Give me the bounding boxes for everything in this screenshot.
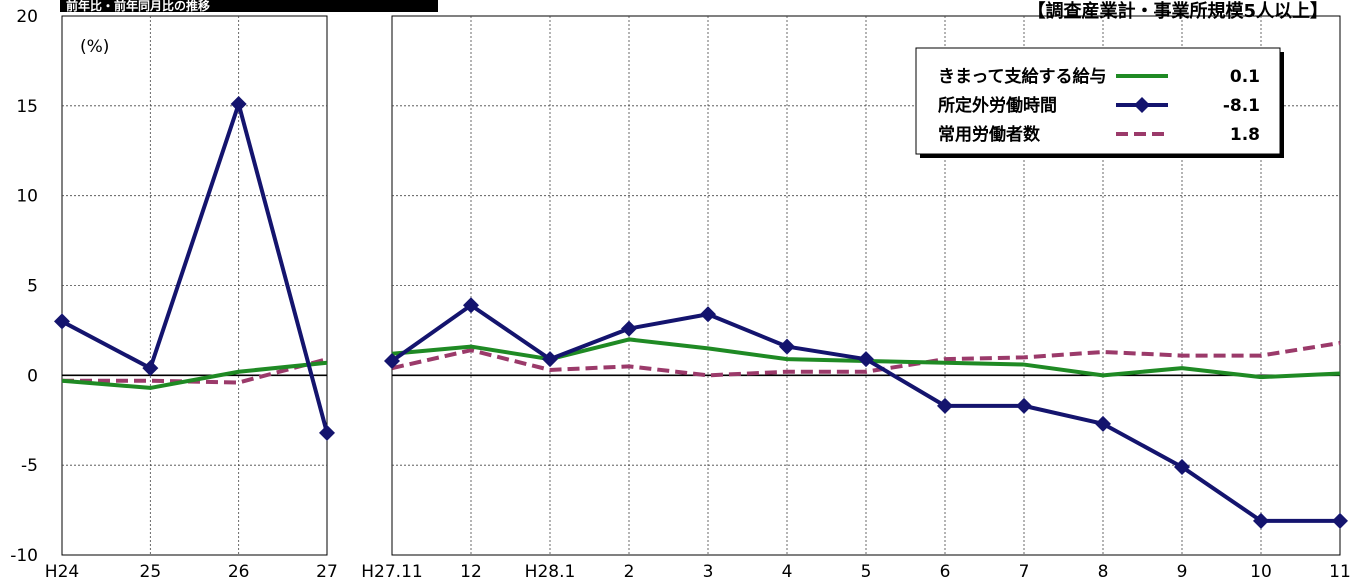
- x-tick-label: 2: [624, 562, 635, 582]
- legend-value: 0.1: [1230, 67, 1260, 87]
- series-marker: [858, 351, 874, 368]
- x-tick-label: 27: [316, 562, 338, 582]
- y-tick-label: 15: [16, 97, 38, 117]
- y-tick-label: -10: [10, 546, 38, 566]
- y-tick-label: 20: [16, 7, 38, 27]
- series-marker: [1095, 415, 1111, 432]
- legend-label: 常用労働者数: [938, 124, 1041, 145]
- series-line-dashed: [391, 341, 1341, 378]
- x-tick-label: H28.1: [525, 562, 576, 582]
- series-marker: [1253, 512, 1269, 529]
- y-tick-label: -5: [21, 456, 38, 476]
- legend-marker: [1134, 97, 1150, 113]
- x-tick-label: 12: [460, 562, 482, 582]
- y-tick-label: 10: [16, 187, 38, 207]
- series-marker: [142, 360, 159, 377]
- x-tick-label: H27.11: [361, 562, 422, 582]
- legend-value: -8.1: [1223, 96, 1260, 116]
- x-tick-label: 3: [703, 562, 714, 582]
- y-unit-label: (%): [80, 37, 109, 57]
- x-tick-label: 5: [861, 562, 872, 582]
- x-tick-label: 9: [1177, 562, 1188, 582]
- series-marker: [700, 306, 716, 323]
- series-marker: [54, 313, 70, 330]
- chart-title: 前年比・前年同月比の推移: [60, 0, 438, 12]
- series-marker: [779, 338, 795, 355]
- legend-value: 1.8: [1230, 125, 1260, 145]
- x-tick-label: 6: [940, 562, 951, 582]
- legend-box: [915, 47, 1281, 155]
- series-marker: [1174, 458, 1190, 475]
- series-line-diamond: [61, 102, 329, 434]
- x-tick-label: 11: [1329, 562, 1351, 582]
- legend-label: 所定外労働時間: [938, 95, 1057, 116]
- series-marker: [1332, 512, 1348, 529]
- y-tick-label: 5: [27, 277, 38, 297]
- series-marker: [384, 352, 400, 369]
- x-tick-label: H24: [45, 562, 79, 582]
- series-marker: [230, 96, 247, 113]
- series-line-solid: [61, 360, 328, 390]
- series-marker: [937, 397, 953, 414]
- x-tick-label: 25: [140, 562, 162, 582]
- series-marker: [542, 351, 558, 368]
- x-tick-label: 10: [1250, 562, 1272, 582]
- x-tick-label: 26: [228, 562, 250, 582]
- series-marker: [621, 320, 637, 337]
- series-marker: [463, 297, 479, 314]
- series-marker: [1016, 397, 1032, 414]
- y-tick-label: 0: [27, 366, 38, 386]
- legend-label: きまって支給する給与: [938, 66, 1106, 87]
- x-tick-label: 4: [782, 562, 793, 582]
- x-tick-label: 8: [1098, 562, 1109, 582]
- series-marker: [319, 424, 335, 441]
- x-tick-label: 7: [1019, 562, 1030, 582]
